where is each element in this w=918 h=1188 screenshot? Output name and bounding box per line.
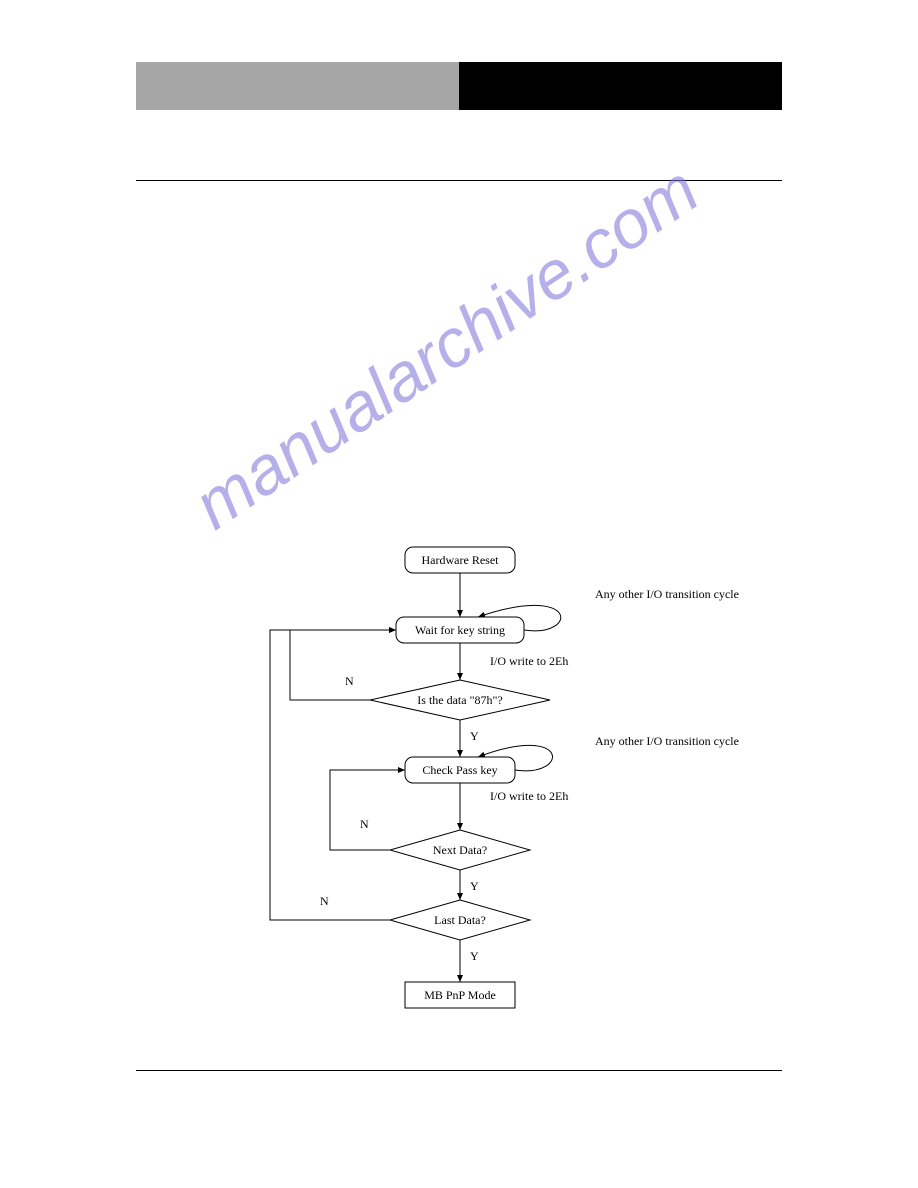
flowchart-canvas: Hardware Reset Wait for key string Is the …: [0, 0, 918, 1188]
edge-label-n_is87-n_check: Y: [470, 729, 479, 743]
edge-label-n_next-n_last: Y: [470, 879, 479, 893]
node-label-n_wait: Wait for key string: [415, 623, 505, 637]
node-label-n_pnp: MB PnP Mode: [424, 988, 496, 1002]
self-loop-label-n_check: Any other I/O transition cycle: [595, 734, 739, 748]
edge-label-n_last-n_wait: N: [320, 894, 329, 908]
edge-n_next-n_check: [330, 770, 405, 850]
edge-label-n_last-n_pnp: Y: [470, 949, 479, 963]
edge-label-n_is87-n_wait: N: [345, 674, 354, 688]
node-label-n_check: Check Pass key: [422, 763, 497, 777]
node-label-n_next: Next Data?: [433, 843, 487, 857]
edge-label-n_check-n_next: I/O write to 2Eh: [490, 789, 568, 803]
edge-n_is87-n_wait: [290, 630, 396, 700]
node-label-n_is87: Is the data "87h"?: [417, 693, 502, 707]
self-loop-label-n_wait: Any other I/O transition cycle: [595, 587, 739, 601]
edge-label-n_next-n_check: N: [360, 817, 369, 831]
node-label-n_last: Last Data?: [434, 913, 486, 927]
edge-label-n_wait-n_is87: I/O write to 2Eh: [490, 654, 568, 668]
node-label-n_reset: Hardware Reset: [422, 553, 500, 567]
edge-n_last-n_wait: [270, 630, 396, 920]
